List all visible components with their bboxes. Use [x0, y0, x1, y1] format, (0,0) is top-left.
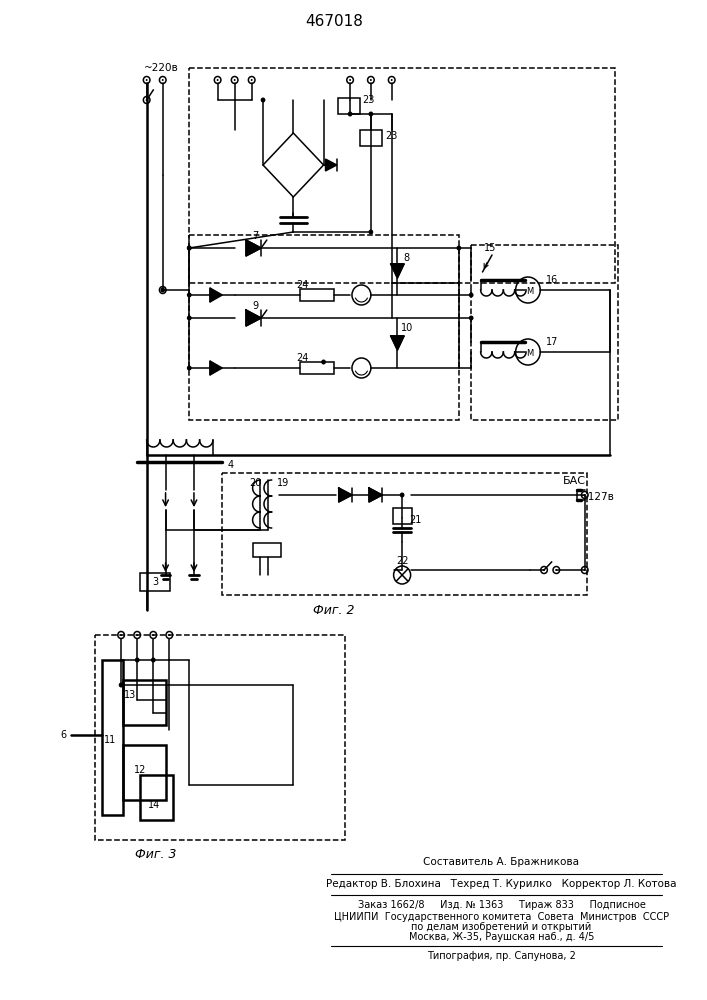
- Circle shape: [146, 99, 148, 101]
- Bar: [189, 68, 615, 283]
- Text: 7: 7: [252, 231, 259, 241]
- Text: 24: 24: [296, 280, 309, 290]
- Text: 21: 21: [409, 515, 422, 525]
- Text: 13: 13: [124, 690, 136, 700]
- Text: 12: 12: [134, 765, 146, 775]
- Circle shape: [135, 658, 139, 662]
- Bar: [95, 635, 345, 840]
- Polygon shape: [391, 336, 404, 350]
- Text: ~127в: ~127в: [580, 492, 615, 502]
- Circle shape: [162, 289, 164, 291]
- Circle shape: [584, 569, 585, 571]
- Circle shape: [556, 569, 557, 571]
- Bar: [338, 98, 361, 114]
- Circle shape: [261, 98, 265, 103]
- Text: M: M: [526, 350, 534, 359]
- Circle shape: [391, 79, 392, 81]
- Circle shape: [216, 79, 218, 81]
- Text: Типография, пр. Сапунова, 2: Типография, пр. Сапунова, 2: [427, 951, 576, 961]
- Circle shape: [584, 494, 585, 496]
- Circle shape: [348, 111, 352, 116]
- Text: 19: 19: [277, 478, 289, 488]
- Text: Фиг. 2: Фиг. 2: [313, 603, 355, 616]
- Text: по делам изобретений и открытий: по делам изобретений и открытий: [411, 922, 592, 932]
- Text: 467018: 467018: [305, 14, 363, 29]
- Text: 15: 15: [484, 243, 497, 253]
- Circle shape: [120, 634, 122, 636]
- Circle shape: [152, 634, 154, 636]
- Circle shape: [162, 79, 164, 81]
- Bar: [300, 362, 334, 374]
- Text: 6: 6: [60, 730, 66, 740]
- Text: ~220в: ~220в: [144, 63, 179, 73]
- Circle shape: [119, 682, 124, 688]
- Text: 3: 3: [152, 577, 158, 587]
- Text: 23: 23: [385, 131, 397, 141]
- Circle shape: [187, 245, 192, 250]
- Circle shape: [469, 316, 474, 320]
- Bar: [471, 245, 618, 420]
- Circle shape: [136, 634, 138, 636]
- Bar: [103, 660, 123, 815]
- Text: 23: 23: [363, 95, 375, 105]
- Text: Редактор В. Блохина   Техред Т. Курилко   Корректор Л. Котова: Редактор В. Блохина Техред Т. Курилко Ко…: [326, 879, 677, 889]
- Text: 11: 11: [104, 735, 116, 745]
- Text: 14: 14: [148, 800, 160, 810]
- Polygon shape: [325, 159, 337, 171]
- Circle shape: [251, 79, 252, 81]
- Circle shape: [151, 658, 156, 662]
- Circle shape: [368, 111, 373, 116]
- Text: ЦНИИПИ  Государственного комитета  Совета  Министров  СССР: ЦНИИПИ Государственного комитета Совета …: [334, 912, 669, 922]
- Bar: [140, 775, 173, 820]
- Circle shape: [370, 79, 372, 81]
- Text: 22: 22: [396, 556, 409, 566]
- Text: 9: 9: [252, 301, 259, 311]
- Circle shape: [399, 492, 404, 497]
- Text: Заказ 1662/8     Изд. № 1363     Тираж 833     Подписное: Заказ 1662/8 Изд. № 1363 Тираж 833 Подпи…: [358, 900, 645, 910]
- Bar: [252, 543, 281, 557]
- Bar: [300, 289, 334, 301]
- Bar: [123, 745, 165, 800]
- Text: БАС: БАС: [563, 476, 586, 486]
- Circle shape: [187, 365, 192, 370]
- Polygon shape: [210, 361, 222, 375]
- Circle shape: [368, 230, 373, 234]
- Circle shape: [321, 360, 326, 364]
- Text: 16: 16: [546, 275, 558, 285]
- Text: 17: 17: [546, 337, 559, 347]
- Circle shape: [187, 292, 192, 298]
- Polygon shape: [391, 264, 404, 278]
- Text: M: M: [526, 288, 534, 296]
- Bar: [189, 235, 459, 420]
- Bar: [392, 508, 411, 524]
- Bar: [222, 473, 587, 595]
- Text: 8: 8: [404, 253, 410, 263]
- Circle shape: [146, 79, 148, 81]
- Text: Москва, Ж-35, Раушская наб., д. 4/5: Москва, Ж-35, Раушская наб., д. 4/5: [409, 932, 594, 942]
- Bar: [140, 573, 170, 591]
- Polygon shape: [339, 488, 352, 502]
- Polygon shape: [246, 310, 261, 326]
- Circle shape: [349, 79, 351, 81]
- Text: Составитель А. Бражникова: Составитель А. Бражникова: [423, 857, 580, 867]
- Circle shape: [469, 292, 474, 298]
- Circle shape: [543, 569, 545, 571]
- Bar: [123, 680, 165, 725]
- Circle shape: [234, 79, 235, 81]
- Text: 4: 4: [227, 460, 233, 470]
- Circle shape: [187, 245, 192, 250]
- Polygon shape: [210, 288, 222, 302]
- Circle shape: [160, 288, 165, 292]
- Text: 10: 10: [401, 323, 413, 333]
- Text: Фиг. 3: Фиг. 3: [135, 848, 177, 861]
- Bar: [360, 130, 382, 146]
- Polygon shape: [246, 240, 261, 256]
- Polygon shape: [369, 488, 382, 502]
- Circle shape: [168, 634, 170, 636]
- Circle shape: [457, 245, 461, 250]
- Text: 24: 24: [296, 353, 309, 363]
- Circle shape: [187, 316, 192, 320]
- Text: 20: 20: [249, 478, 261, 488]
